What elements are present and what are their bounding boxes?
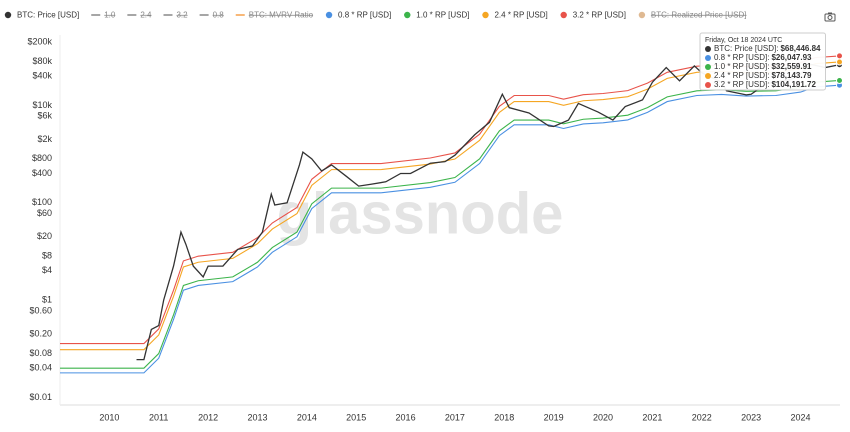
x-tick-label: 2018 — [494, 412, 514, 422]
tooltip-dot — [705, 82, 711, 88]
legend-label: 2.4 * RP [USD] — [494, 11, 547, 20]
legend-label: 2.4 — [140, 11, 152, 20]
legend-label: 0.8 * RP [USD] — [338, 11, 391, 20]
hover-marker — [836, 58, 844, 66]
legend-swatch — [325, 11, 333, 19]
tooltip-title: Friday, Oct 18 2024 UTC — [705, 37, 782, 44]
legend: BTC: Price [USD] 1.0 2.4 3.2 0.8 BTC: MVRV Ra… — [4, 11, 747, 20]
legend-label: 1.0 — [104, 11, 116, 20]
y-tick-label: $40k — [32, 71, 52, 81]
x-tick-label: 2023 — [741, 412, 761, 422]
legend-label: BTC: Price [USD] — [17, 11, 79, 20]
legend-item[interactable]: BTC: Price [USD] — [4, 11, 79, 20]
tooltip-label: 0.8 * RP [USD]: — [714, 53, 769, 62]
y-tick-label: $0.08 — [29, 348, 52, 358]
y-tick-label: $8 — [42, 251, 52, 261]
legend-item[interactable]: 0.8 * RP [USD] — [325, 11, 391, 20]
hover-marker — [836, 52, 844, 60]
legend-swatch — [560, 11, 567, 19]
watermark: glassnode — [277, 181, 564, 246]
y-tick-label: $6k — [37, 111, 52, 121]
y-tick-label: $200k — [27, 36, 52, 46]
legend-label: 3.2 — [176, 11, 188, 20]
legend-item[interactable]: 1.0 — [91, 11, 116, 20]
x-tick-label: 2021 — [642, 412, 662, 422]
tooltip-value: $32,559.91 — [771, 62, 812, 71]
tooltip-dot — [705, 55, 711, 61]
legend-swatch — [404, 11, 411, 19]
legend-item[interactable]: 2.4 * RP [USD] — [482, 11, 548, 20]
x-tick-label: 2019 — [544, 412, 564, 422]
y-tick-label: $0.60 — [29, 305, 52, 315]
legend-item[interactable]: 0.8 — [199, 11, 225, 20]
y-tick-label: $0.20 — [29, 329, 52, 339]
legend-label: 1.0 * RP [USD] — [416, 11, 469, 20]
y-tick-label: $10k — [32, 100, 52, 110]
tooltip-value: $78,143.79 — [771, 71, 812, 80]
y-tick-label: $100 — [32, 197, 52, 207]
hover-marker — [836, 76, 844, 84]
legend-swatch — [638, 11, 646, 19]
tooltip-value: $104,191.72 — [771, 80, 816, 89]
y-tick-label: $0.01 — [29, 392, 52, 402]
legend-label: 0.8 — [213, 11, 225, 20]
legend-label: BTC: Realized Price [USD] — [651, 11, 747, 20]
tooltip-label: 3.2 * RP [USD]: — [714, 80, 769, 89]
x-tick-label: 2010 — [99, 412, 119, 422]
y-tick-label: $4 — [42, 265, 52, 275]
legend-item[interactable]: 1.0 * RP [USD] — [404, 11, 469, 20]
y-tick-label: $2k — [37, 134, 52, 144]
y-tick-label: $1 — [42, 294, 52, 304]
x-tick-label: 2011 — [149, 412, 168, 422]
x-tick-label: 2017 — [445, 412, 465, 422]
x-tick-label: 2014 — [297, 412, 317, 422]
legend-item[interactable]: BTC: Realized Price [USD] — [638, 11, 747, 20]
tooltip-label: 2.4 * RP [USD]: — [714, 71, 769, 80]
legend-item[interactable]: 3.2 — [163, 11, 188, 20]
legend-item[interactable]: 3.2 * RP [USD] — [560, 11, 626, 20]
y-tick-label: $0.04 — [29, 363, 52, 373]
legend-label: 3.2 * RP [USD] — [573, 11, 626, 20]
tooltip-label: BTC: Price [USD]: — [714, 44, 778, 53]
legend-item[interactable]: BTC: MVRV Ratio — [235, 11, 314, 20]
x-tick-label: 2012 — [198, 412, 218, 422]
tooltip-value: $26,047.93 — [771, 53, 812, 62]
legend-item[interactable]: 2.4 — [127, 11, 152, 20]
x-tick-label: 2022 — [692, 412, 712, 422]
y-tick-label: $80k — [32, 56, 52, 66]
camera-icon[interactable] — [824, 12, 836, 22]
tooltip-dot — [705, 73, 711, 79]
series-line — [60, 84, 840, 374]
x-tick-label: 2020 — [593, 412, 613, 422]
x-tick-label: 2013 — [247, 412, 267, 422]
x-tick-label: 2024 — [790, 412, 810, 422]
tooltip-dot — [705, 64, 711, 70]
tooltip-dot — [705, 46, 711, 52]
x-tick-label: 2015 — [346, 412, 366, 422]
tooltip-label: 1.0 * RP [USD]: — [714, 62, 769, 71]
y-tick-label: $800 — [32, 153, 52, 163]
legend-swatch — [4, 11, 12, 19]
tooltip-box — [699, 32, 826, 91]
x-tick-label: 2016 — [396, 412, 416, 422]
y-tick-label: $400 — [32, 168, 52, 178]
tooltip-value: $68,446.84 — [780, 44, 821, 53]
y-tick-label: $60 — [37, 208, 52, 218]
y-tick-label: $20 — [37, 231, 52, 241]
legend-label: BTC: MVRV Ratio — [249, 11, 314, 20]
legend-swatch — [482, 11, 489, 19]
